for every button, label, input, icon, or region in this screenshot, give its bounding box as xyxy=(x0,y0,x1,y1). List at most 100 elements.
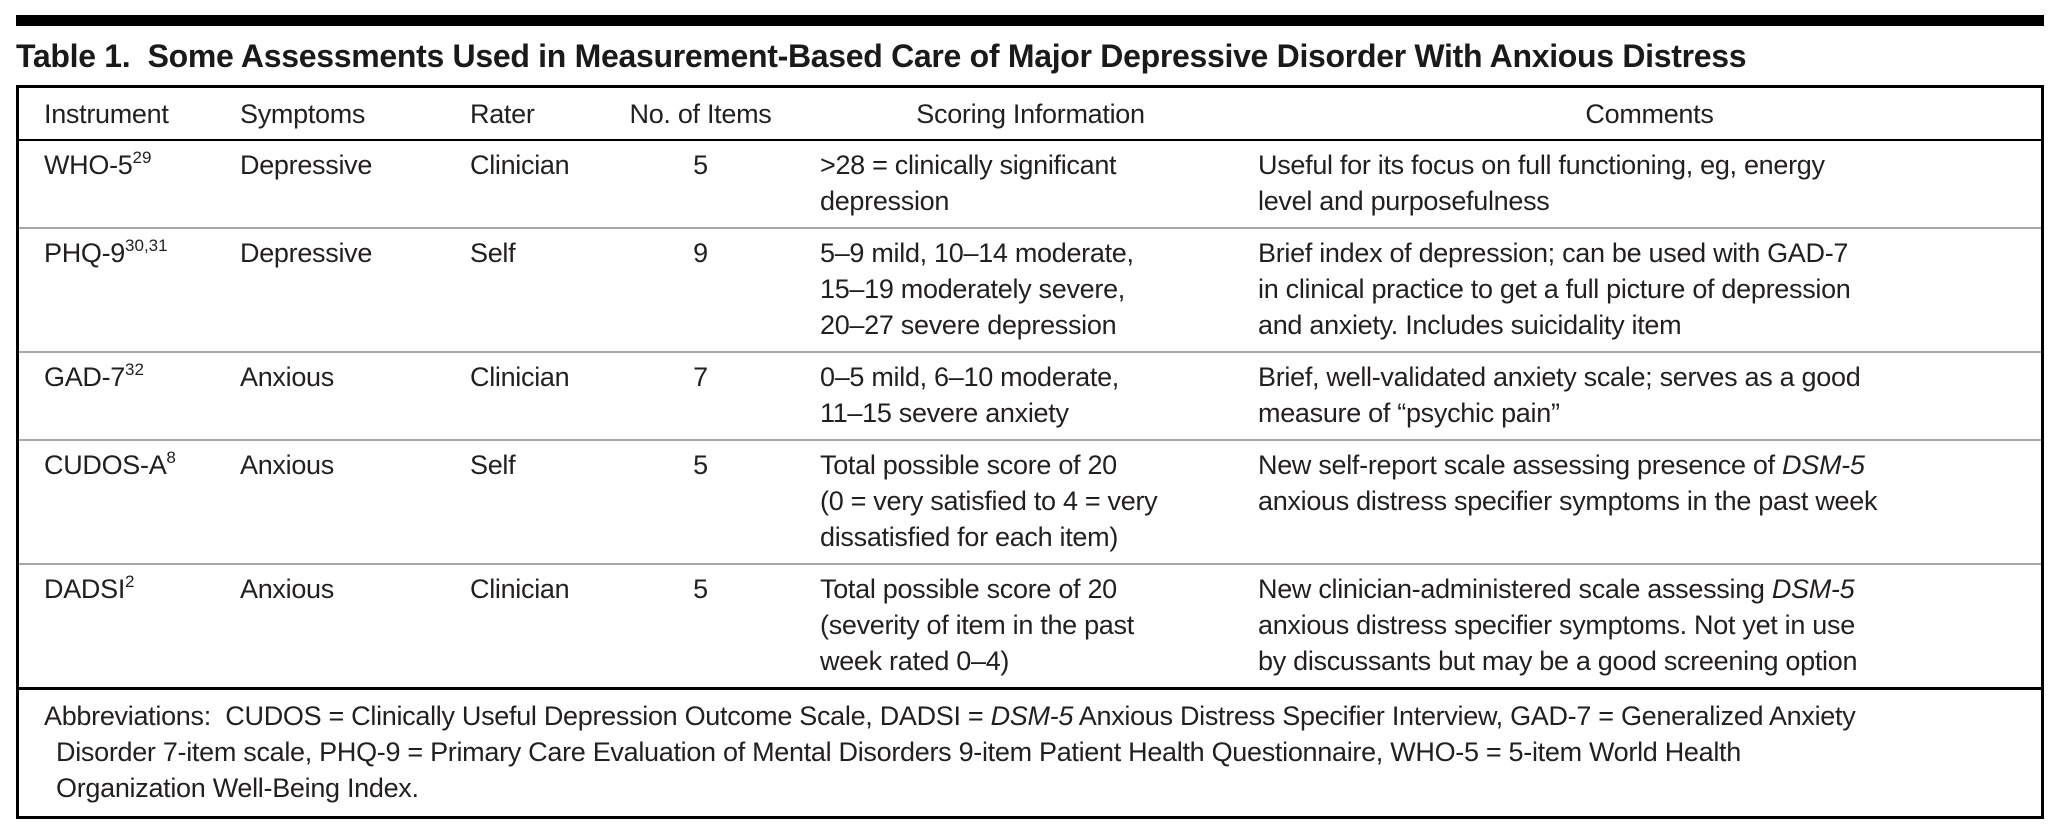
italic-text: DSM-5 xyxy=(1782,450,1865,480)
cell-scoring-information: 0–5 mild, 6–10 moderate, 11–15 severe anx… xyxy=(803,359,1258,431)
table-title: Table 1. Some Assessments Used in Measur… xyxy=(16,38,1747,74)
text-segment: in clinical practice to get a full pictu… xyxy=(1258,274,1851,304)
header-no-of-items: No. of Items xyxy=(629,98,772,129)
instrument-name: PHQ-9 xyxy=(44,238,126,268)
text-segment: New self-report scale assessing presence… xyxy=(1258,450,1783,480)
italic-text: DSM-5 xyxy=(1771,574,1855,604)
cell-symptoms: Anxious xyxy=(240,450,334,480)
text-line: New self-report scale assessing presence… xyxy=(1258,447,2029,483)
text-segment: >28 = clinically significant xyxy=(820,150,1117,180)
table-row: GAD-732 Anxious Clinician 7 0–5 mild, 6–10 m… xyxy=(19,353,2041,441)
text-segment: 15–19 moderately severe, xyxy=(820,274,1125,304)
cell-comments: Brief index of depression; can be used w… xyxy=(1258,235,2041,343)
text-segment: Organization Well-Being Index. xyxy=(56,773,419,803)
cell-symptoms: Anxious xyxy=(240,362,334,392)
header-instrument: Instrument xyxy=(44,98,169,129)
text-segment: Disorder 7-item scale, PHQ-9 = Primary C… xyxy=(56,737,1741,767)
cell-comments: Useful for its focus on full functioning… xyxy=(1258,147,2041,219)
cell-instrument: DADSI2 xyxy=(19,571,240,607)
header-rater: Rater xyxy=(470,98,535,129)
text-line: Total possible score of 20 xyxy=(820,447,1258,483)
instrument-reference: 29 xyxy=(132,148,152,167)
header-symptoms: Symptoms xyxy=(240,98,366,129)
cell-rater: Self xyxy=(470,450,516,480)
text-line: (severity of item in the past xyxy=(820,607,1258,643)
text-segment: (severity of item in the past xyxy=(820,610,1134,640)
text-segment: anxious distress specifier symptoms in t… xyxy=(1258,486,1878,516)
text-segment: (0 = very satisfied to 4 = very xyxy=(820,486,1158,516)
instrument-reference: 30,31 xyxy=(125,236,168,255)
cell-symptoms: Depressive xyxy=(240,238,373,268)
text-line: anxious distress specifier symptoms. Not… xyxy=(1258,607,2029,643)
cell-comments: Brief, well-validated anxiety scale; ser… xyxy=(1258,359,2041,431)
table-row: WHO-529 Depressive Clinician 5 >28 = clinica… xyxy=(19,141,2041,229)
text-segment: 5–9 mild, 10–14 moderate, xyxy=(820,238,1134,268)
text-line: in clinical practice to get a full pictu… xyxy=(1258,271,2029,307)
cell-no-of-items: 5 xyxy=(693,150,708,180)
abbreviations-note: Abbreviations: CUDOS = Clinically Useful… xyxy=(19,690,2041,816)
text-line: depression xyxy=(820,183,1258,219)
text-line: Abbreviations: CUDOS = Clinically Useful… xyxy=(44,698,2027,734)
italic-text: DSM-5 xyxy=(990,701,1074,731)
text-segment: Useful for its focus on full functioning… xyxy=(1258,150,1825,180)
cell-rater: Clinician xyxy=(470,362,570,392)
text-line: Brief, well-validated anxiety scale; ser… xyxy=(1258,359,2029,395)
text-line: Disorder 7-item scale, PHQ-9 = Primary C… xyxy=(44,734,2027,770)
header-scoring-information: Scoring Information xyxy=(916,98,1145,129)
instrument-name: GAD-7 xyxy=(44,362,126,392)
cell-rater: Clinician xyxy=(470,574,570,604)
table-row: DADSI2 Anxious Clinician 5 Total possible sc… xyxy=(19,565,2041,690)
table-row: CUDOS-A8 Anxious Self 5 Total possible score… xyxy=(19,441,2041,565)
instrument-name: DADSI xyxy=(44,574,126,604)
text-line: 20–27 severe depression xyxy=(820,307,1258,343)
cell-rater: Clinician xyxy=(470,150,570,180)
text-segment: measure of “psychic pain” xyxy=(1258,398,1560,428)
text-line: New clinician-administered scale assessi… xyxy=(1258,571,2029,607)
text-line: Brief index of depression; can be used w… xyxy=(1258,235,2029,271)
text-segment: anxious distress specifier symptoms. Not… xyxy=(1258,610,1855,640)
instrument-reference: 32 xyxy=(125,360,144,379)
text-line: >28 = clinically significant xyxy=(820,147,1258,183)
cell-symptoms: Anxious xyxy=(240,574,334,604)
table-row: PHQ-930,31 Depressive Self 9 5–9 mild, 10–14… xyxy=(19,229,2041,353)
instrument-name: WHO-5 xyxy=(44,150,133,180)
text-line: 15–19 moderately severe, xyxy=(820,271,1258,307)
cell-instrument: WHO-529 xyxy=(19,147,240,183)
text-segment: Total possible score of 20 xyxy=(820,574,1117,604)
text-line: dissatisfied for each item) xyxy=(820,519,1258,555)
text-segment: week rated 0–4) xyxy=(820,646,1010,676)
table-body: WHO-529 Depressive Clinician 5 >28 = clinica… xyxy=(19,141,2041,690)
cell-symptoms: Depressive xyxy=(240,150,373,180)
text-segment: by discussants but may be a good screeni… xyxy=(1258,646,1858,676)
cell-scoring-information: Total possible score of 20 (severity of i… xyxy=(803,571,1258,679)
text-line: anxious distress specifier symptoms in t… xyxy=(1258,483,2029,519)
cell-comments: New self-report scale assessing presence… xyxy=(1258,447,2041,519)
text-line: by discussants but may be a good screeni… xyxy=(1258,643,2029,679)
text-segment: level and purposefulness xyxy=(1258,186,1550,216)
text-line: 5–9 mild, 10–14 moderate, xyxy=(820,235,1258,271)
assessment-table: Instrument Symptoms Rater No. of Items S… xyxy=(16,85,2044,819)
text-segment: and anxiety. Includes suicidality item xyxy=(1258,310,1682,340)
table-header-row: Instrument Symptoms Rater No. of Items S… xyxy=(19,88,2041,141)
cell-scoring-information: Total possible score of 20 (0 = very sati… xyxy=(803,447,1258,555)
text-line: Total possible score of 20 xyxy=(820,571,1258,607)
instrument-name: CUDOS-A xyxy=(44,450,167,480)
text-segment: Anxious Distress Specifier Interview, GA… xyxy=(1073,701,1856,731)
text-segment: depression xyxy=(820,186,950,216)
text-segment: New clinician-administered scale assessi… xyxy=(1258,574,1772,604)
header-comments: Comments xyxy=(1585,98,1714,129)
text-line: level and purposefulness xyxy=(1258,183,2029,219)
cell-no-of-items: 5 xyxy=(693,450,708,480)
text-segment: dissatisfied for each item) xyxy=(820,522,1119,552)
text-line: Useful for its focus on full functioning… xyxy=(1258,147,2029,183)
text-line: 0–5 mild, 6–10 moderate, xyxy=(820,359,1258,395)
text-line: 11–15 severe anxiety xyxy=(820,395,1258,431)
text-segment: 20–27 severe depression xyxy=(820,310,1117,340)
text-line: week rated 0–4) xyxy=(820,643,1258,679)
cell-no-of-items: 9 xyxy=(693,238,708,268)
text-segment: Total possible score of 20 xyxy=(820,450,1117,480)
instrument-reference: 2 xyxy=(125,572,135,591)
instrument-reference: 8 xyxy=(166,448,176,467)
text-segment: Brief index of depression; can be used w… xyxy=(1258,238,1849,268)
